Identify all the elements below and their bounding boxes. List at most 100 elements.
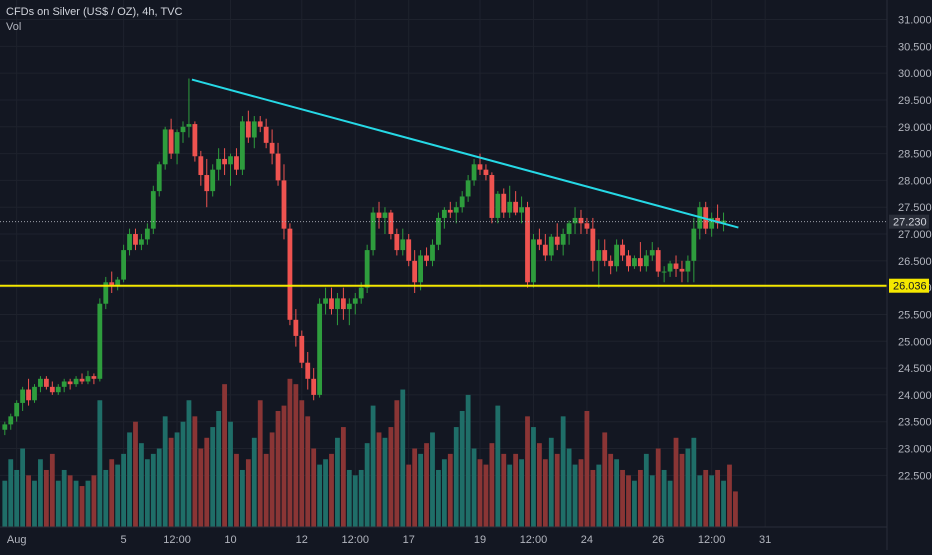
- volume-bar: [329, 453, 334, 527]
- candle-body: [329, 298, 334, 310]
- candle-body: [20, 389, 26, 403]
- candle-body: [198, 156, 204, 176]
- candle-body: [542, 244, 548, 256]
- volume-bar: [109, 459, 115, 527]
- candle-body: [501, 193, 507, 213]
- candle-body: [311, 378, 317, 395]
- candle-body: [626, 255, 631, 267]
- volume-bar: [186, 400, 192, 527]
- volume-bar: [620, 469, 625, 527]
- volume-bar: [667, 480, 673, 527]
- volume-bar: [542, 459, 548, 527]
- volume-bar: [174, 432, 180, 527]
- candle-body: [150, 191, 156, 229]
- volume-bar: [519, 459, 524, 527]
- volume-bar: [198, 448, 204, 527]
- x-tick-label: 12:00: [520, 534, 548, 546]
- candle-body: [222, 158, 227, 165]
- volume-bar: [8, 459, 14, 527]
- volume-bar: [673, 437, 679, 527]
- candle-body: [709, 217, 715, 229]
- volume-bar: [418, 453, 423, 527]
- drawings[interactable]: [0, 78, 887, 287]
- volume-bar: [697, 475, 703, 527]
- candle-body: [281, 180, 287, 229]
- candle-body: [275, 153, 281, 181]
- time-axis[interactable]: Aug 5 12:00 10 12 12:00 17 19 12:00 24 26 12:00 31: [7, 534, 771, 546]
- candle-body: [608, 260, 614, 267]
- price-tags: 27.230 26.036: [889, 214, 929, 293]
- candle-body: [32, 386, 37, 401]
- volume-bar: [394, 400, 400, 527]
- candle-body: [293, 319, 299, 336]
- candle-body: [2, 424, 8, 430]
- y-tick-label: 30.000: [898, 68, 932, 80]
- volume-bar: [376, 432, 382, 527]
- y-tick-label: 27.500: [898, 202, 932, 214]
- volume-bar: [548, 437, 554, 527]
- volume-label[interactable]: Vol: [6, 21, 22, 33]
- x-tick-label: 12: [296, 534, 308, 546]
- x-tick-label: Aug: [7, 534, 27, 546]
- volume-bar: [578, 459, 584, 527]
- symbol-title[interactable]: CFDs on Silver (US$ / OZ), 4h, TVC: [6, 6, 183, 18]
- volume-bar: [257, 400, 263, 527]
- x-tick-label: 26: [652, 534, 664, 546]
- candle-body: [162, 129, 168, 165]
- candle-body: [210, 169, 216, 192]
- candle-body: [471, 164, 477, 181]
- x-tick-label: 12:00: [698, 534, 726, 546]
- volume-bar: [162, 416, 168, 527]
- volume-bar: [501, 453, 507, 527]
- trendline[interactable]: [191, 78, 739, 229]
- x-tick-label: 31: [759, 534, 771, 546]
- volume-bar: [317, 464, 323, 527]
- y-tick-label: 22.500: [898, 470, 932, 482]
- candle-body: [38, 378, 43, 387]
- y-tick-label: 28.500: [898, 149, 932, 161]
- volume-bar: [602, 432, 608, 527]
- volume-bar: [139, 443, 144, 527]
- candle-body: [174, 132, 180, 154]
- candle-body: [453, 207, 459, 213]
- volume-bar: [61, 469, 67, 527]
- candle-body: [661, 271, 667, 273]
- candle-body: [287, 228, 293, 320]
- volume-bar: [150, 453, 156, 527]
- candle-body: [441, 209, 447, 218]
- candle-body: [352, 298, 358, 304]
- candle-body: [257, 121, 263, 127]
- candle-body: [97, 303, 103, 379]
- candle-body: [554, 236, 560, 245]
- volume-bar: [144, 459, 150, 527]
- candle-body: [67, 381, 73, 385]
- candle-body: [400, 239, 406, 251]
- volume-bar: [685, 448, 691, 527]
- candle-body: [245, 121, 251, 138]
- volume-bar: [121, 453, 126, 527]
- volume-bar: [32, 480, 37, 527]
- volume-bar: [335, 437, 340, 527]
- candle-body: [55, 386, 61, 393]
- volume-bar: [91, 475, 97, 527]
- candle-body: [602, 250, 608, 261]
- volume-bar: [204, 437, 210, 527]
- volume-bars: [2, 378, 738, 527]
- candle-body: [305, 362, 311, 379]
- candle-body: [14, 402, 20, 417]
- volume-bar: [596, 464, 602, 527]
- volume-bar: [79, 486, 85, 527]
- candle-body: [133, 234, 138, 245]
- candle-body: [424, 255, 429, 261]
- volume-bar: [649, 475, 655, 527]
- candle-body: [49, 386, 55, 393]
- volume-bar: [477, 459, 483, 527]
- volume-bar: [370, 405, 376, 527]
- candle-body: [715, 217, 720, 224]
- x-tick-label: 12:00: [163, 534, 191, 546]
- candle-body: [109, 282, 115, 285]
- volume-bar: [67, 475, 73, 527]
- candle-body: [430, 244, 435, 261]
